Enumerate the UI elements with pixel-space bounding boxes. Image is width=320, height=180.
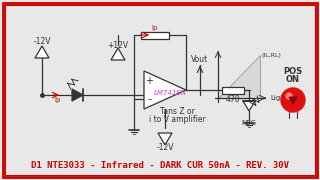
- Polygon shape: [243, 101, 255, 111]
- Text: -12V: -12V: [33, 37, 51, 46]
- Text: Ip: Ip: [55, 97, 61, 103]
- Polygon shape: [144, 71, 186, 109]
- Polygon shape: [72, 89, 83, 101]
- Polygon shape: [289, 97, 297, 104]
- Text: ON: ON: [286, 75, 300, 84]
- Polygon shape: [158, 133, 172, 145]
- Text: +: +: [145, 76, 153, 86]
- Text: (IL,RL): (IL,RL): [262, 53, 282, 57]
- Polygon shape: [35, 46, 49, 58]
- Text: +12V: +12V: [108, 40, 129, 50]
- Circle shape: [281, 88, 305, 112]
- Text: i to V amplifier: i to V amplifier: [148, 114, 205, 123]
- Bar: [141, 31, 169, 39]
- Text: D1 NTE3033 - Infrared - DARK CUR 50nA - REV. 30V: D1 NTE3033 - Infrared - DARK CUR 50nA - …: [31, 161, 289, 170]
- Text: POS: POS: [284, 68, 303, 76]
- Text: LM741EN: LM741EN: [154, 90, 187, 96]
- Text: -: -: [147, 94, 151, 104]
- Text: Tans Z or: Tans Z or: [160, 107, 195, 116]
- Text: Vout: Vout: [191, 55, 209, 64]
- Text: Ip: Ip: [152, 25, 158, 31]
- Text: NEG: NEG: [242, 120, 257, 126]
- Bar: [222, 87, 244, 93]
- Polygon shape: [111, 48, 125, 60]
- Circle shape: [286, 93, 292, 99]
- Polygon shape: [218, 55, 260, 98]
- Text: 470: 470: [226, 96, 240, 105]
- Text: -12V: -12V: [156, 143, 174, 152]
- Text: Light: Light: [270, 95, 287, 101]
